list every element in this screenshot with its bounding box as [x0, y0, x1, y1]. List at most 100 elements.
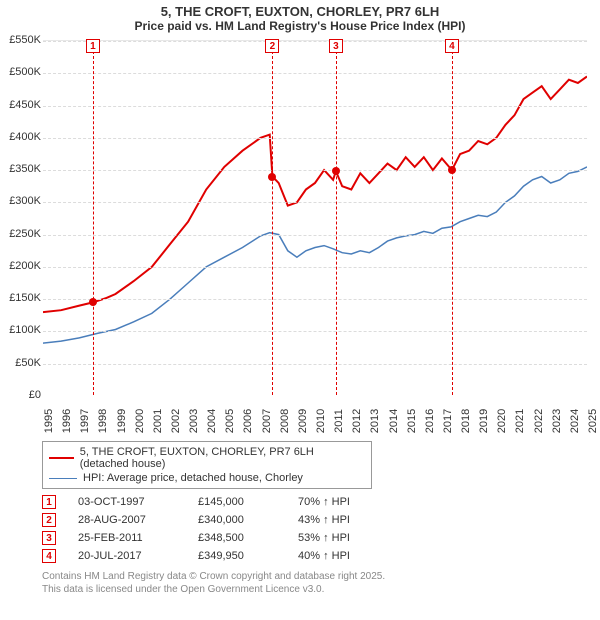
event-line	[336, 41, 337, 395]
transactions-table: 1 03-OCT-1997£145,00070% ↑ HPI 2 28-AUG-200…	[42, 493, 595, 565]
gridline	[43, 73, 587, 74]
x-tick-label: 1996	[61, 409, 73, 433]
transaction-row: 1 03-OCT-1997£145,00070% ↑ HPI	[42, 493, 595, 511]
x-tick-label: 2012	[351, 409, 363, 433]
event-badge: 1	[86, 39, 100, 53]
transaction-pct: 40% ↑ HPI	[298, 550, 398, 562]
transaction-price: £349,950	[198, 550, 298, 562]
x-tick-label: 2004	[206, 409, 218, 433]
x-tick-label: 2013	[369, 409, 381, 433]
legend-item: HPI: Average price, detached house, Chor…	[49, 471, 365, 485]
gridline	[43, 235, 587, 236]
series-price	[43, 77, 587, 313]
x-tick-label: 2021	[514, 409, 526, 433]
gridline	[43, 138, 587, 139]
x-tick-label: 2007	[261, 409, 273, 433]
gridline	[43, 41, 587, 42]
chart-subtitle: Price paid vs. HM Land Registry's House …	[0, 19, 600, 33]
x-tick-label: 2023	[551, 409, 563, 433]
transaction-date: 03-OCT-1997	[78, 496, 198, 508]
y-tick-label: £100K	[5, 324, 43, 336]
transaction-date: 28-AUG-2007	[78, 514, 198, 526]
x-tick-label: 1999	[116, 409, 128, 433]
transaction-date: 25-FEB-2011	[78, 532, 198, 544]
x-tick-label: 2019	[478, 409, 490, 433]
transaction-price: £145,000	[198, 496, 298, 508]
transaction-date: 20-JUL-2017	[78, 550, 198, 562]
transaction-price: £340,000	[198, 514, 298, 526]
gridline	[43, 267, 587, 268]
transaction-pct: 70% ↑ HPI	[298, 496, 398, 508]
x-tick-label: 2003	[188, 409, 200, 433]
transaction-row: 2 28-AUG-2007£340,00043% ↑ HPI	[42, 511, 595, 529]
x-tick-label: 2018	[460, 409, 472, 433]
x-tick-label: 2020	[496, 409, 508, 433]
transaction-badge: 2	[42, 513, 56, 527]
transaction-pct: 43% ↑ HPI	[298, 514, 398, 526]
x-tick-label: 2017	[442, 409, 454, 433]
event-line	[452, 41, 453, 395]
event-line	[272, 41, 273, 395]
legend-item: 5, THE CROFT, EUXTON, CHORLEY, PR7 6LH (…	[49, 445, 365, 471]
y-tick-label: £50K	[5, 357, 43, 369]
transaction-pct: 53% ↑ HPI	[298, 532, 398, 544]
event-badge: 2	[265, 39, 279, 53]
legend-swatch	[49, 478, 77, 479]
x-tick-label: 2001	[152, 409, 164, 433]
chart: 1995 1996 1997 1998 1999 2000 2001 2002 2003 2004…	[5, 35, 595, 435]
event-marker	[268, 173, 276, 181]
y-tick-label: £250K	[5, 228, 43, 240]
x-tick-label: 2024	[569, 409, 581, 433]
gridline	[43, 364, 587, 365]
x-tick-label: 2005	[224, 409, 236, 433]
x-tick-label: 2025	[587, 409, 599, 433]
y-tick-label: £550K	[5, 34, 43, 46]
event-badge: 4	[445, 39, 459, 53]
x-tick-label: 1998	[97, 409, 109, 433]
chart-svg	[43, 41, 587, 396]
x-tick-label: 2000	[134, 409, 146, 433]
transaction-badge: 4	[42, 549, 56, 563]
gridline	[43, 299, 587, 300]
event-marker	[89, 298, 97, 306]
transaction-row: 4 20-JUL-2017£349,95040% ↑ HPI	[42, 547, 595, 565]
gridline	[43, 202, 587, 203]
legend-swatch	[49, 457, 74, 459]
x-tick-label: 2011	[333, 409, 345, 433]
y-tick-label: £150K	[5, 292, 43, 304]
x-tick-label: 2016	[424, 409, 436, 433]
y-tick-label: £500K	[5, 66, 43, 78]
y-tick-label: £450K	[5, 99, 43, 111]
y-tick-label: £350K	[5, 163, 43, 175]
x-tick-label: 1995	[43, 409, 55, 433]
event-line	[93, 41, 94, 395]
x-tick-label: 2006	[242, 409, 254, 433]
y-tick-label: £300K	[5, 195, 43, 207]
event-badge: 3	[329, 39, 343, 53]
x-tick-label: 2015	[406, 409, 418, 433]
x-tick-label: 2014	[388, 409, 400, 433]
gridline	[43, 170, 587, 171]
x-tick-label: 2022	[533, 409, 545, 433]
footer-line-2: This data is licensed under the Open Gov…	[42, 584, 595, 597]
legend-label: 5, THE CROFT, EUXTON, CHORLEY, PR7 6LH (…	[80, 446, 365, 470]
x-tick-label: 2009	[297, 409, 309, 433]
x-tick-label: 1997	[79, 409, 91, 433]
legend-label: HPI: Average price, detached house, Chor…	[83, 472, 303, 484]
event-marker	[332, 167, 340, 175]
y-tick-label: £400K	[5, 131, 43, 143]
x-tick-label: 2008	[279, 409, 291, 433]
gridline	[43, 331, 587, 332]
plot-area: 1995199619971998199920002001200220032004…	[43, 40, 587, 395]
transaction-badge: 3	[42, 531, 56, 545]
x-tick-label: 2002	[170, 409, 182, 433]
transaction-row: 325-FEB-2011£348,50053% ↑ HPI	[42, 529, 595, 547]
x-tick-label: 2010	[315, 409, 327, 433]
y-tick-label: £200K	[5, 260, 43, 272]
series-hpi	[43, 167, 587, 343]
event-marker	[448, 166, 456, 174]
title-block: 5, THE CROFT, EUXTON, CHORLEY, PR7 6LH P…	[0, 0, 600, 35]
gridline	[43, 106, 587, 107]
transaction-badge: 1	[42, 495, 56, 509]
chart-title: 5, THE CROFT, EUXTON, CHORLEY, PR7 6LH	[0, 4, 600, 19]
